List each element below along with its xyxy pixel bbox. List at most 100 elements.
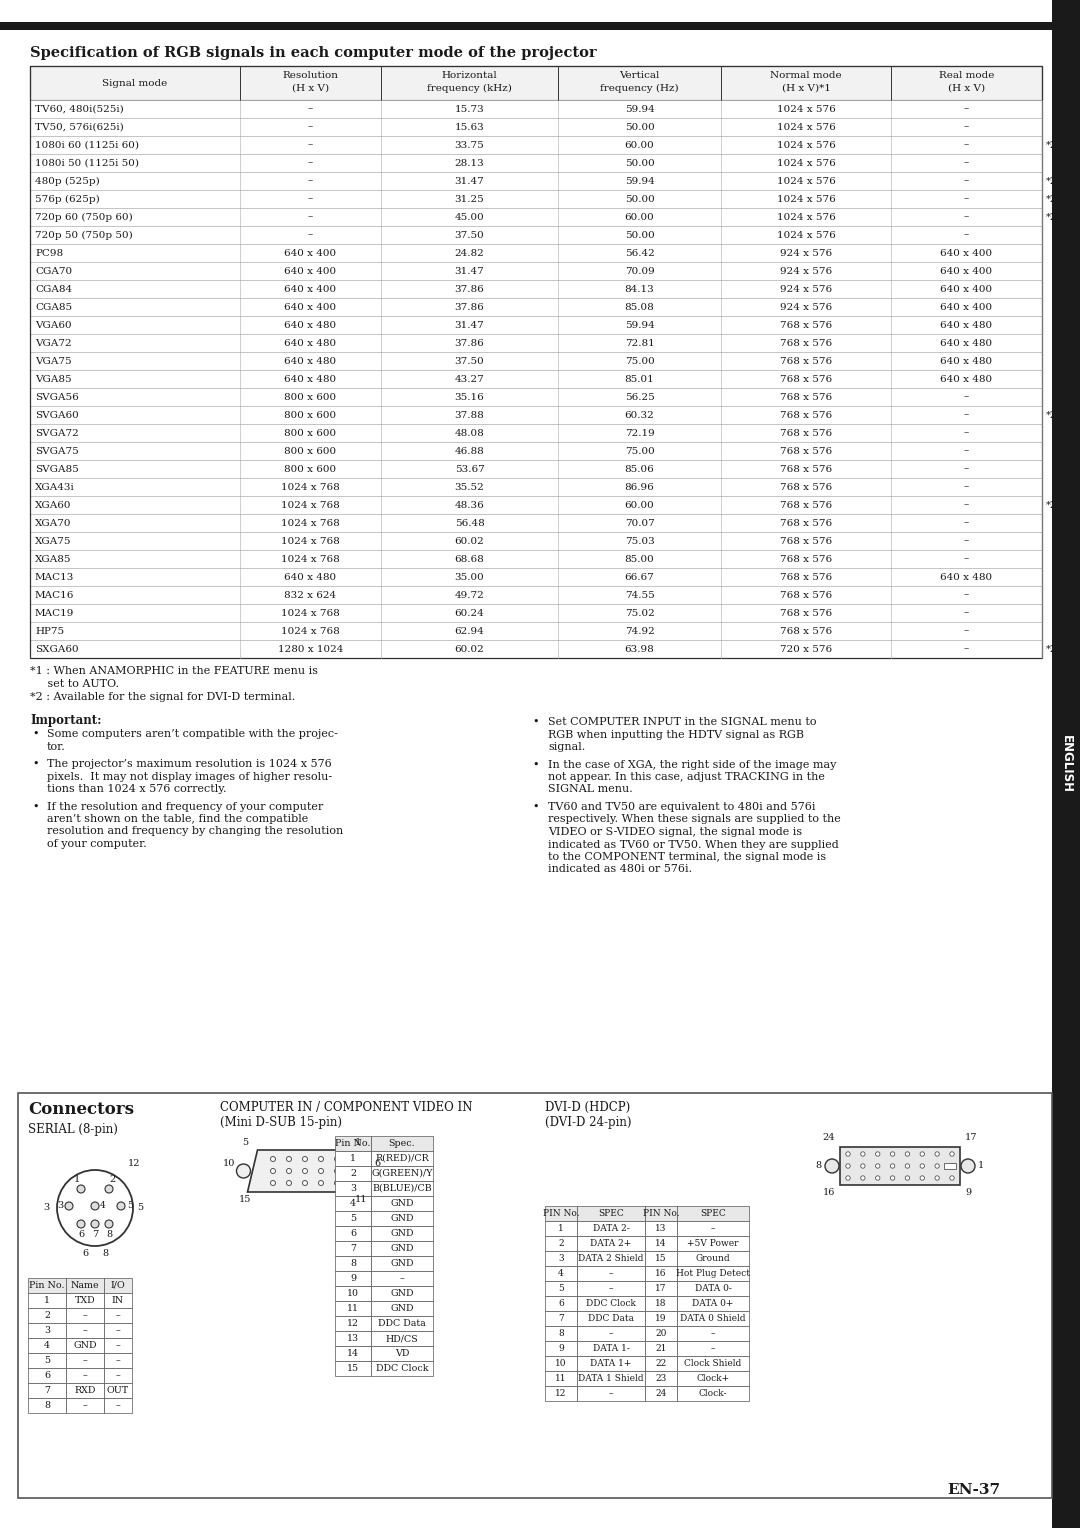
Bar (30, 261, 1042, 280)
Text: tions than 1024 x 576 correctly.: tions than 1024 x 576 correctly. (48, 784, 227, 795)
Bar (335, 1316, 372, 1331)
Circle shape (861, 1177, 865, 1180)
Text: Clock-: Clock- (699, 1389, 727, 1398)
Text: –: – (83, 1326, 87, 1335)
Text: DATA 2+: DATA 2+ (591, 1239, 632, 1248)
Bar (545, 1221, 577, 1236)
Bar (335, 1331, 372, 1346)
Text: 74.92: 74.92 (624, 626, 654, 636)
Text: XGA43i: XGA43i (35, 483, 75, 492)
Text: 60.02: 60.02 (455, 536, 484, 545)
Bar (577, 1221, 645, 1236)
Text: 2: 2 (110, 1175, 117, 1184)
Text: EN-37: EN-37 (947, 1484, 1000, 1497)
Text: 28.13: 28.13 (455, 159, 484, 168)
Text: Spec.: Spec. (389, 1138, 416, 1148)
Text: 720 x 576: 720 x 576 (780, 645, 832, 654)
Text: –: – (116, 1371, 120, 1380)
Circle shape (77, 1219, 85, 1229)
Text: 37.88: 37.88 (455, 411, 484, 420)
Bar (30, 226, 1042, 244)
Text: GND: GND (390, 1290, 414, 1297)
Text: 768 x 576: 768 x 576 (780, 393, 832, 402)
Text: (H x V): (H x V) (948, 84, 985, 93)
Circle shape (949, 1152, 955, 1157)
Bar (30, 423, 1042, 442)
Text: 50.00: 50.00 (624, 159, 654, 168)
Text: 19: 19 (656, 1314, 666, 1323)
Bar (577, 1236, 645, 1251)
Bar (30, 118, 1042, 136)
Text: DATA 1 Shield: DATA 1 Shield (578, 1374, 644, 1383)
Text: 31.47: 31.47 (455, 266, 484, 275)
Text: 9: 9 (350, 1274, 356, 1284)
Text: 768 x 576: 768 x 576 (780, 428, 832, 437)
Bar (30, 532, 1042, 550)
Text: I/O: I/O (110, 1280, 125, 1290)
Text: 800 x 600: 800 x 600 (284, 465, 337, 474)
Text: 56.25: 56.25 (624, 393, 654, 402)
Circle shape (360, 1164, 374, 1178)
Bar (0, 21, 1052, 31)
Circle shape (876, 1152, 880, 1157)
Text: 70.09: 70.09 (624, 266, 654, 275)
Circle shape (920, 1177, 924, 1180)
Bar (30, 388, 1042, 406)
Bar (372, 1151, 433, 1166)
Bar (30, 550, 1042, 568)
Text: 11: 11 (555, 1374, 567, 1383)
Bar (545, 1326, 577, 1342)
Text: VGA72: VGA72 (35, 339, 71, 347)
Bar (66, 1368, 104, 1383)
Text: indicated as 480i or 576i.: indicated as 480i or 576i. (548, 865, 692, 874)
Circle shape (905, 1177, 909, 1180)
Text: SPEC: SPEC (598, 1209, 624, 1218)
Bar (645, 1251, 677, 1267)
Text: tor.: tor. (48, 741, 66, 752)
Text: 640 x 480: 640 x 480 (941, 339, 993, 347)
Text: 800 x 600: 800 x 600 (284, 393, 337, 402)
Text: 10: 10 (224, 1158, 235, 1167)
Text: 63.98: 63.98 (624, 645, 654, 654)
Text: SVGA60: SVGA60 (35, 411, 79, 420)
Text: 56.48: 56.48 (455, 518, 484, 527)
Text: 74.55: 74.55 (624, 590, 654, 599)
Text: 640 x 480: 640 x 480 (941, 374, 993, 384)
Text: 640 x 400: 640 x 400 (941, 303, 993, 312)
Text: •: • (32, 802, 39, 811)
Text: –: – (116, 1311, 120, 1320)
Text: 15.73: 15.73 (455, 104, 484, 113)
Bar (545, 1236, 577, 1251)
Text: DATA 0 Shield: DATA 0 Shield (680, 1314, 746, 1323)
Text: –: – (116, 1355, 120, 1365)
Text: 37.50: 37.50 (455, 356, 484, 365)
Text: 640 x 400: 640 x 400 (284, 266, 337, 275)
Bar (677, 1371, 750, 1386)
Bar (372, 1212, 433, 1225)
Text: 1024 x 768: 1024 x 768 (281, 518, 340, 527)
Text: 640 x 400: 640 x 400 (284, 284, 337, 293)
Text: HD/CS: HD/CS (386, 1334, 418, 1343)
Text: frequency (kHz): frequency (kHz) (427, 84, 512, 93)
Text: 72.81: 72.81 (624, 339, 654, 347)
Text: •: • (32, 729, 39, 740)
Text: 1024 x 768: 1024 x 768 (281, 536, 340, 545)
Circle shape (920, 1164, 924, 1169)
Text: 59.94: 59.94 (624, 104, 654, 113)
Bar (545, 1386, 577, 1401)
Text: 1024 x 576: 1024 x 576 (777, 177, 835, 185)
Text: Pin No.: Pin No. (335, 1138, 370, 1148)
Text: 3: 3 (44, 1326, 50, 1335)
Text: 50.00: 50.00 (624, 194, 654, 203)
Text: Signal mode: Signal mode (103, 78, 167, 87)
Text: R(RED)/CR: R(RED)/CR (375, 1154, 429, 1163)
Text: 576p (625p): 576p (625p) (35, 194, 99, 203)
Text: 1080i 60 (1125i 60): 1080i 60 (1125i 60) (35, 141, 139, 150)
Bar (545, 1371, 577, 1386)
Text: 924 x 576: 924 x 576 (780, 249, 832, 258)
Bar (30, 208, 1042, 226)
Bar (28, 1352, 66, 1368)
Bar (66, 1383, 104, 1398)
Bar (645, 1236, 677, 1251)
Bar (372, 1241, 433, 1256)
